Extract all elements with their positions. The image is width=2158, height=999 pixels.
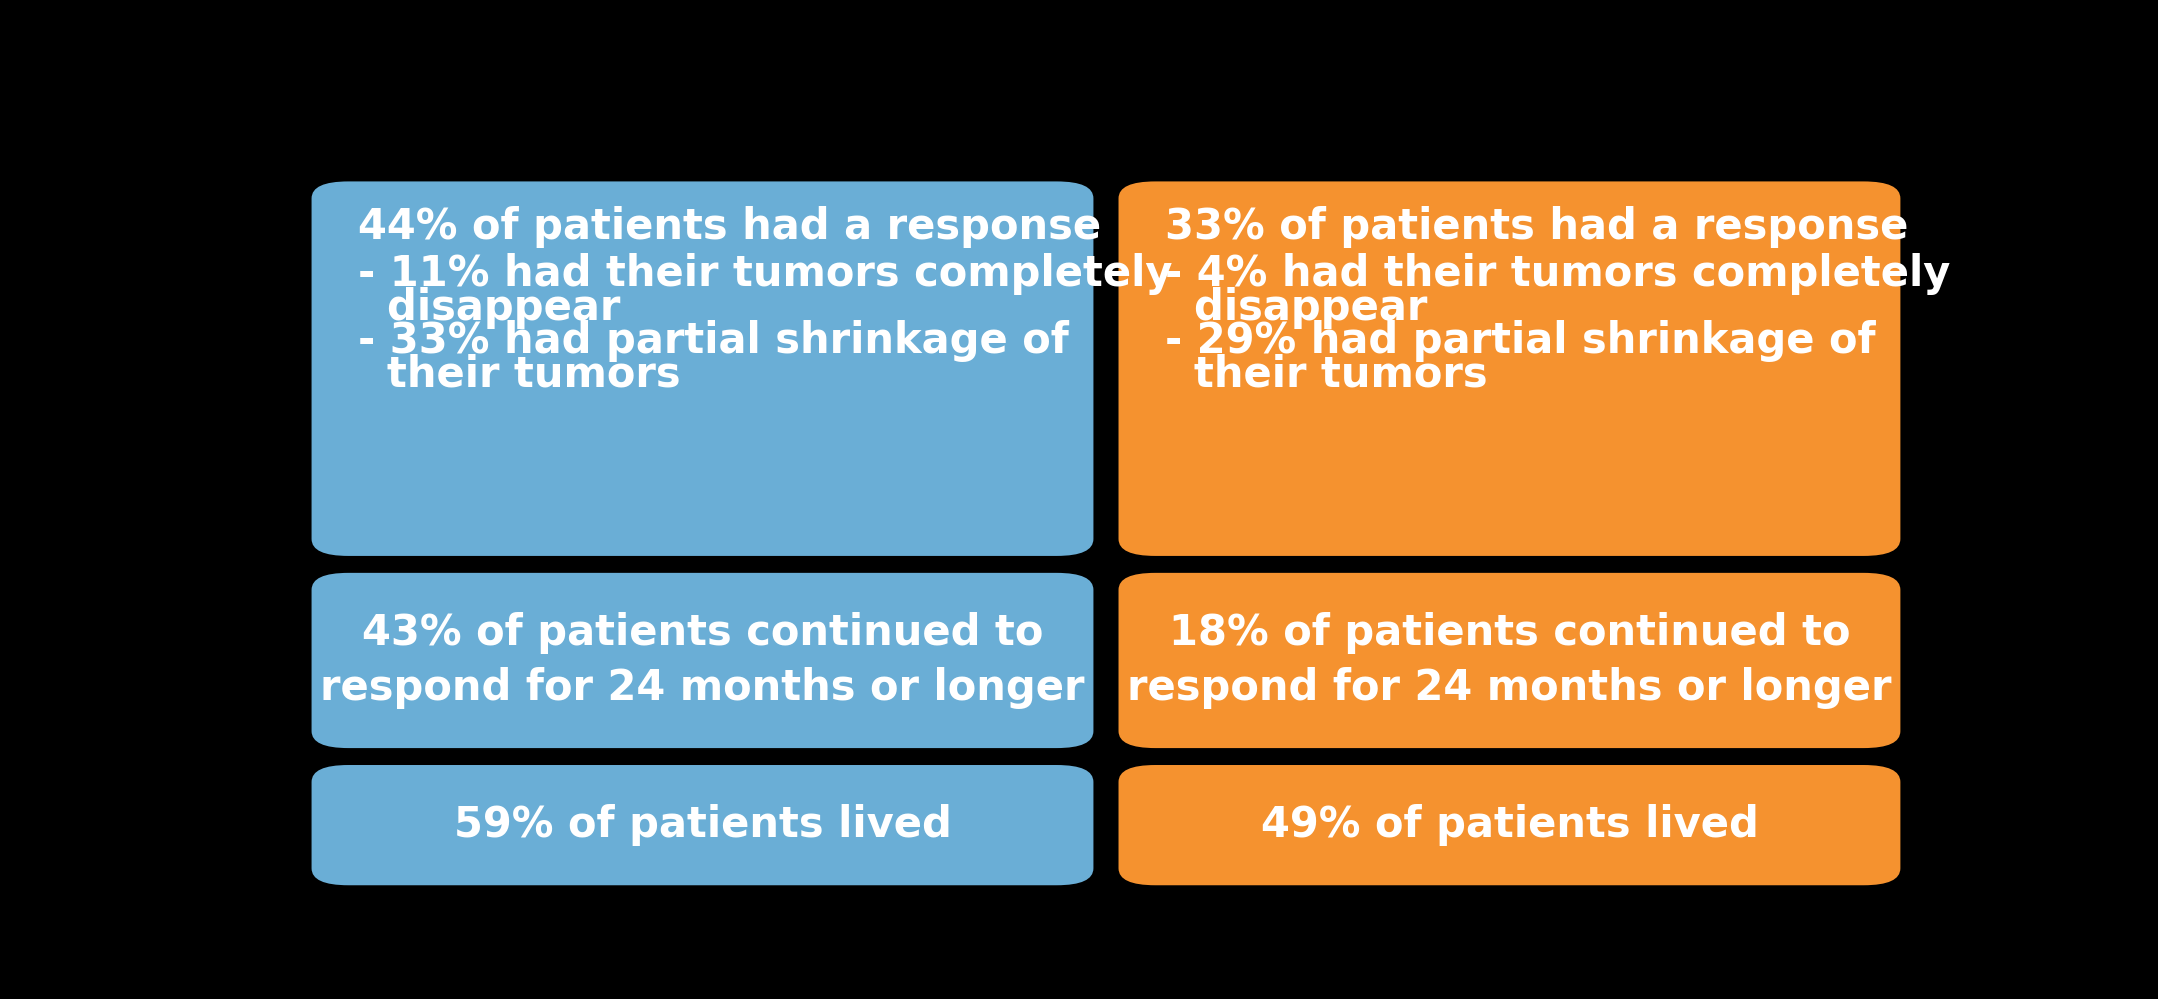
Text: - 11% had their tumors completely: - 11% had their tumors completely: [358, 254, 1174, 296]
Text: 33% of patients had a response: 33% of patients had a response: [1165, 206, 1908, 248]
Text: 49% of patients lived: 49% of patients lived: [1260, 804, 1759, 846]
Text: 43% of patients continued to
respond for 24 months or longer: 43% of patients continued to respond for…: [319, 611, 1085, 709]
Text: 18% of patients continued to
respond for 24 months or longer: 18% of patients continued to respond for…: [1126, 611, 1893, 709]
Text: disappear: disappear: [1165, 287, 1429, 329]
Text: 44% of patients had a response: 44% of patients had a response: [358, 206, 1101, 248]
Text: - 29% had partial shrinkage of: - 29% had partial shrinkage of: [1165, 321, 1875, 363]
Text: - 33% had partial shrinkage of: - 33% had partial shrinkage of: [358, 321, 1068, 363]
Text: their tumors: their tumors: [1165, 354, 1489, 396]
FancyBboxPatch shape: [311, 765, 1094, 885]
FancyBboxPatch shape: [1118, 572, 1901, 748]
FancyBboxPatch shape: [1118, 765, 1901, 885]
FancyBboxPatch shape: [311, 182, 1094, 555]
FancyBboxPatch shape: [311, 572, 1094, 748]
Text: - 4% had their tumors completely: - 4% had their tumors completely: [1165, 254, 1951, 296]
FancyBboxPatch shape: [1118, 182, 1901, 555]
Text: disappear: disappear: [358, 287, 622, 329]
Text: 59% of patients lived: 59% of patients lived: [453, 804, 952, 846]
Text: their tumors: their tumors: [358, 354, 682, 396]
